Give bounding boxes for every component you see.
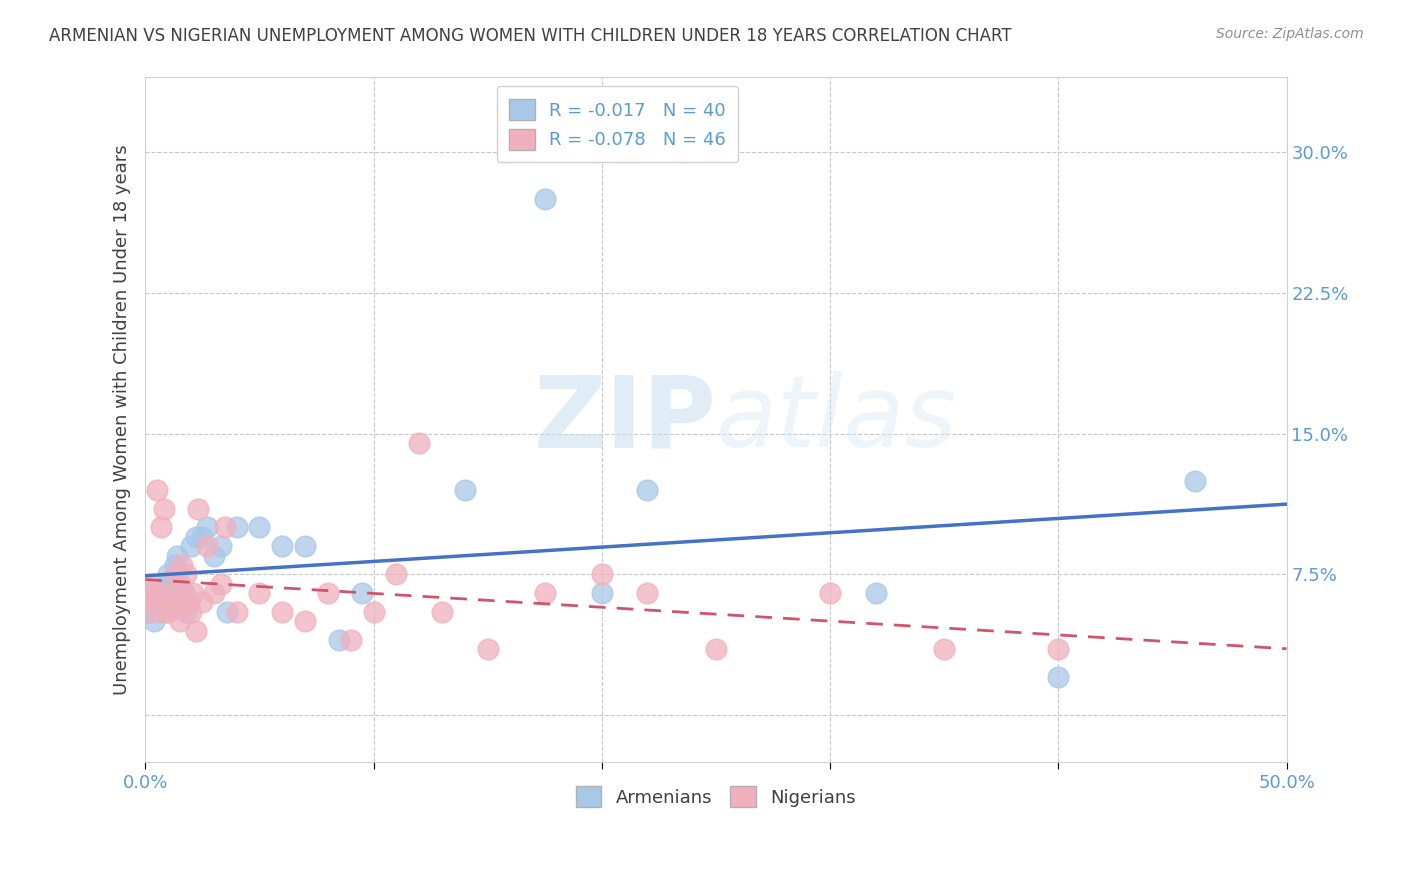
- Point: [152, 586, 174, 600]
- Point: [195, 539, 218, 553]
- Point: [249, 520, 271, 534]
- Point: [176, 567, 198, 582]
- Point: [328, 632, 350, 647]
- Text: ARMENIAN VS NIGERIAN UNEMPLOYMENT AMONG WOMEN WITH CHILDREN UNDER 18 YEARS CORRE: ARMENIAN VS NIGERIAN UNEMPLOYMENT AMONG …: [49, 27, 1012, 45]
- Point: [177, 595, 200, 609]
- Point: [214, 520, 236, 534]
- Point: [225, 605, 247, 619]
- Point: [139, 576, 162, 591]
- Point: [159, 595, 181, 609]
- Point: [155, 576, 177, 591]
- Point: [209, 576, 232, 591]
- Point: [217, 605, 239, 619]
- Point: [157, 605, 180, 619]
- Point: [294, 539, 316, 553]
- Point: [865, 586, 887, 600]
- Y-axis label: Unemployment Among Women with Children Under 18 years: Unemployment Among Women with Children U…: [114, 145, 131, 695]
- Point: [339, 632, 361, 647]
- Point: [934, 642, 956, 657]
- Point: [176, 605, 198, 619]
- Point: [533, 586, 555, 600]
- Point: [169, 576, 191, 591]
- Text: atlas: atlas: [716, 371, 957, 468]
- Text: ZIP: ZIP: [533, 371, 716, 468]
- Point: [170, 558, 193, 572]
- Point: [637, 586, 659, 600]
- Point: [136, 586, 159, 600]
- Point: [180, 539, 202, 553]
- Point: [385, 567, 408, 582]
- Point: [408, 436, 430, 450]
- Point: [637, 483, 659, 497]
- Point: [169, 614, 191, 628]
- Point: [591, 567, 613, 582]
- Legend: Armenians, Nigerians: Armenians, Nigerians: [569, 779, 863, 814]
- Point: [166, 595, 188, 609]
- Point: [141, 605, 163, 619]
- Point: [139, 595, 162, 609]
- Point: [148, 586, 170, 600]
- Point: [818, 586, 841, 600]
- Point: [141, 586, 163, 600]
- Point: [150, 520, 173, 534]
- Point: [143, 595, 166, 609]
- Point: [180, 605, 202, 619]
- Point: [184, 530, 207, 544]
- Point: [162, 586, 184, 600]
- Point: [173, 586, 195, 600]
- Point: [136, 605, 159, 619]
- Point: [249, 586, 271, 600]
- Point: [159, 586, 181, 600]
- Point: [454, 483, 477, 497]
- Point: [152, 501, 174, 516]
- Point: [294, 614, 316, 628]
- Point: [191, 595, 214, 609]
- Point: [163, 558, 186, 572]
- Point: [187, 501, 209, 516]
- Point: [202, 549, 225, 563]
- Point: [148, 586, 170, 600]
- Point: [145, 595, 167, 609]
- Point: [150, 595, 173, 609]
- Point: [184, 624, 207, 638]
- Point: [1047, 670, 1070, 684]
- Text: Source: ZipAtlas.com: Source: ZipAtlas.com: [1216, 27, 1364, 41]
- Point: [162, 576, 184, 591]
- Point: [145, 483, 167, 497]
- Point: [170, 595, 193, 609]
- Point: [363, 605, 385, 619]
- Point: [173, 586, 195, 600]
- Point: [271, 539, 294, 553]
- Point: [704, 642, 727, 657]
- Point: [155, 605, 177, 619]
- Point: [148, 605, 170, 619]
- Point: [316, 586, 339, 600]
- Point: [163, 567, 186, 582]
- Point: [157, 567, 180, 582]
- Point: [533, 192, 555, 206]
- Point: [225, 520, 247, 534]
- Point: [352, 586, 374, 600]
- Point: [166, 549, 188, 563]
- Point: [591, 586, 613, 600]
- Point: [177, 595, 200, 609]
- Point: [1184, 474, 1206, 488]
- Point: [477, 642, 499, 657]
- Point: [209, 539, 232, 553]
- Point: [271, 605, 294, 619]
- Point: [191, 530, 214, 544]
- Point: [181, 586, 204, 600]
- Point: [195, 520, 218, 534]
- Point: [430, 605, 453, 619]
- Point: [1047, 642, 1070, 657]
- Point: [143, 614, 166, 628]
- Point: [202, 586, 225, 600]
